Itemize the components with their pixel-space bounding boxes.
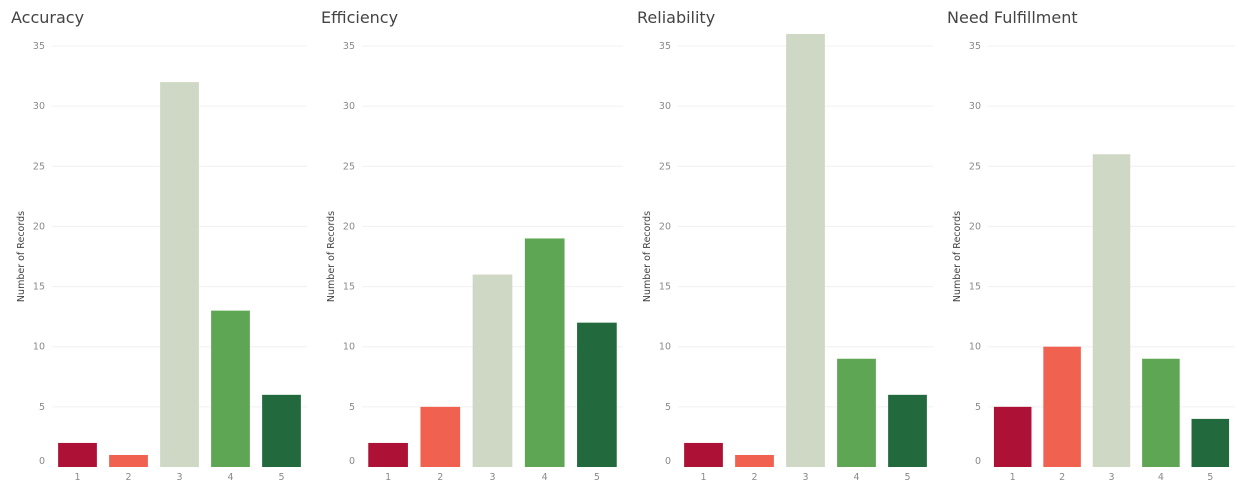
y-tick-label: 5 [39,402,45,413]
y-tick-label: 35 [343,41,355,52]
x-tick-label: 4 [227,472,233,483]
bar-4[interactable] [1142,358,1180,467]
y-tick-label: 10 [659,342,671,353]
y-tick-label: 0 [665,456,671,467]
y-tick-label: 30 [33,101,45,112]
y-tick-label: 35 [969,41,981,52]
x-tick-label: 4 [542,472,548,483]
chart-title: Efficiency [321,8,398,27]
chart-title: Need Fulfillment [947,8,1078,27]
x-tick-label: 5 [1207,472,1213,483]
bar-4[interactable] [524,238,565,467]
bar-1[interactable] [368,442,408,467]
y-tick-label: 20 [343,221,355,232]
bar-3[interactable] [472,274,513,467]
bar-4[interactable] [837,358,876,467]
bar-5[interactable] [577,322,617,467]
y-tick-label: 15 [343,282,355,293]
y-tick-label: 25 [33,161,45,172]
y-tick-label: 0 [975,456,981,467]
bar-2[interactable] [1043,346,1081,467]
x-tick-label: 2 [751,472,757,483]
x-tick-label: 1 [385,472,391,483]
bar-3[interactable] [1092,154,1131,467]
bar-1[interactable] [993,406,1032,467]
x-tick-label: 2 [1059,472,1065,483]
y-tick-label: 30 [343,101,355,112]
y-tick-label: 30 [969,101,981,112]
x-tick-label: 3 [1108,472,1114,483]
x-tick-label: 4 [853,472,859,483]
y-tick-label: 25 [659,161,671,172]
y-axis-label: Number of Records [16,211,27,302]
x-tick-label: 1 [700,472,706,483]
bar-5[interactable] [1191,418,1230,467]
x-tick-label: 3 [176,472,182,483]
bar-2[interactable] [735,454,774,467]
x-tick-label: 4 [1158,472,1164,483]
y-tick-label: 5 [665,402,671,413]
y-tick-label: 35 [659,41,671,52]
x-tick-label: 3 [489,472,495,483]
x-tick-label: 2 [437,472,443,483]
x-tick-label: 2 [125,472,131,483]
y-tick-label: 15 [33,282,45,293]
chart-title: Reliability [637,8,715,27]
y-axis-label: Number of Records [952,211,963,302]
y-tick-label: 20 [659,221,671,232]
y-tick-label: 35 [33,41,45,52]
y-tick-label: 25 [969,161,981,172]
chart-title: Accuracy [11,8,84,27]
x-tick-label: 3 [802,472,808,483]
y-tick-label: 15 [969,282,981,293]
y-tick-label: 10 [33,342,45,353]
y-tick-label: 0 [39,456,45,467]
y-tick-label: 0 [349,456,355,467]
y-axis-label: Number of Records [642,211,653,302]
bar-3[interactable] [786,33,825,467]
x-tick-label: 1 [74,472,80,483]
x-tick-label: 1 [1010,472,1016,483]
bar-1[interactable] [58,442,97,467]
x-tick-label: 5 [594,472,600,483]
x-tick-label: 5 [904,472,910,483]
y-tick-label: 15 [659,282,671,293]
y-tick-label: 20 [969,221,981,232]
x-tick-label: 5 [278,472,284,483]
y-tick-label: 5 [975,402,981,413]
bar-4[interactable] [211,310,250,467]
y-tick-label: 5 [349,402,355,413]
bar-2[interactable] [420,406,461,467]
bar-1[interactable] [684,442,723,467]
y-tick-label: 25 [343,161,355,172]
bar-5[interactable] [262,394,301,467]
bar-2[interactable] [109,454,148,467]
bar-3[interactable] [160,82,199,467]
y-tick-label: 10 [343,342,355,353]
bar-5[interactable] [888,394,927,467]
y-tick-label: 20 [33,221,45,232]
y-tick-label: 30 [659,101,671,112]
y-tick-label: 10 [969,342,981,353]
y-axis-label: Number of Records [326,211,337,302]
